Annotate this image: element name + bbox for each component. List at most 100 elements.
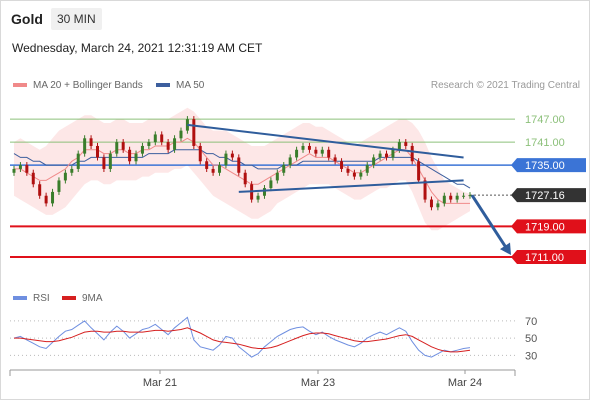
legend-ma20-swatch — [13, 83, 27, 88]
candle-body-53 — [352, 172, 356, 177]
chart-datetime: Wednesday, March 24, 2021 12:31:19 AM CE… — [12, 41, 263, 55]
candle-body-24 — [166, 142, 170, 150]
legend-ma20: MA 20 + Bollinger Bands — [13, 80, 143, 91]
legend-9ma-label: 9MA — [82, 293, 103, 304]
research-credit: Research © 2021 Trading Central — [430, 80, 580, 91]
candle-body-66 — [436, 203, 440, 208]
candle-body-42 — [282, 165, 286, 173]
rsi-line — [13, 316, 471, 358]
candle-body-71 — [468, 195, 472, 197]
legend-9ma: 9MA — [62, 293, 103, 304]
candle-body-20 — [140, 145, 144, 154]
candle-body-17 — [121, 142, 125, 150]
trendline-1 — [238, 179, 464, 193]
candle-body-1 — [18, 165, 22, 169]
bollinger-bands — [14, 107, 470, 231]
candle-body-44 — [295, 149, 299, 158]
candle-body-18 — [128, 149, 132, 162]
candle-body-62 — [410, 145, 414, 162]
candle-body-21 — [147, 142, 151, 146]
candle-body-60 — [397, 142, 401, 150]
level-label-0: 1747.00 — [525, 114, 565, 126]
candle-body-28 — [192, 119, 196, 146]
candle-body-34 — [230, 153, 234, 158]
level-badge-bg-4 — [511, 219, 586, 234]
candle-body-16 — [115, 142, 119, 154]
legend-rsi: RSI — [13, 293, 50, 304]
trendline-0 — [187, 123, 464, 159]
candle-body-55 — [365, 165, 369, 173]
candle-body-0 — [12, 168, 16, 173]
candle-body-11 — [83, 138, 87, 154]
candle-body-51 — [340, 161, 344, 169]
candle-body-26 — [179, 130, 183, 139]
candle-body-35 — [237, 157, 241, 173]
forecast-arrow-head — [499, 242, 511, 256]
level-badge-bg-2 — [511, 158, 586, 173]
candle-body-39 — [262, 188, 266, 196]
candle-body-65 — [429, 199, 433, 208]
candle-body-48 — [320, 149, 324, 154]
candle-body-69 — [455, 195, 459, 200]
candle-body-49 — [327, 149, 331, 158]
rsi-ma9-line — [14, 327, 471, 353]
symbol-title: Gold — [11, 11, 43, 27]
candle-body-43 — [288, 157, 292, 166]
candle-body-7 — [57, 180, 61, 192]
candle-body-61 — [404, 142, 408, 146]
x-tick-label-2: Mar 24 — [448, 377, 482, 389]
candle-body-67 — [442, 195, 446, 204]
x-axis: Mar 21 Mar 23 Mar 24 — [9, 369, 516, 389]
legend-ma50-label: MA 50 — [176, 80, 205, 91]
level-labels: 1747.00 1741.00 1735.00 1727.16 1719.00 1711.… — [511, 114, 586, 265]
candle-body-68 — [449, 195, 453, 200]
bollinger-band-fill — [14, 107, 470, 231]
candle-body-50 — [333, 157, 337, 162]
candle-body-22 — [153, 134, 157, 143]
candle-body-29 — [198, 145, 202, 162]
candle-body-46 — [307, 145, 311, 150]
candle-body-19 — [134, 153, 138, 162]
candle-body-52 — [346, 168, 350, 173]
candle-body-15 — [108, 153, 112, 169]
legend-9ma-swatch — [62, 296, 76, 301]
candle-body-54 — [359, 172, 363, 177]
forecast-arrow — [470, 194, 511, 256]
x-tick-label-0: Mar 21 — [143, 377, 177, 389]
candle-body-59 — [391, 149, 395, 158]
candle-body-5 — [44, 195, 48, 204]
candle-body-9 — [70, 168, 74, 173]
candle-body-40 — [269, 180, 273, 189]
candle-body-6 — [51, 191, 55, 204]
level-label-5: 1711.00 — [525, 252, 564, 264]
timeframe-badge[interactable]: 30 MIN — [51, 8, 102, 30]
rsi-panel: 30 50 70 — [10, 316, 537, 362]
legend-ma50-swatch — [156, 83, 170, 88]
candle-body-25 — [173, 138, 177, 150]
candle-body-8 — [63, 172, 67, 181]
candle-body-57 — [378, 153, 382, 158]
candle-body-13 — [95, 145, 99, 158]
candle-body-23 — [160, 134, 164, 143]
candle-body-30 — [205, 161, 209, 169]
forecast-arrow-shaft — [470, 194, 509, 250]
candle-body-56 — [372, 157, 376, 166]
rsi-tick-1: 50 — [525, 333, 537, 345]
candle-body-45 — [301, 145, 305, 150]
level-label-1: 1741.00 — [525, 137, 565, 149]
candle-body-41 — [275, 172, 279, 181]
rsi-tick-2: 70 — [525, 316, 537, 328]
candle-body-64 — [423, 180, 427, 200]
candle-body-3 — [31, 172, 35, 185]
candle-body-70 — [462, 195, 466, 197]
rsi-tick-0: 30 — [525, 350, 537, 362]
legend-ma20-label: MA 20 + Bollinger Bands — [33, 80, 143, 91]
candle-body-63 — [417, 161, 421, 181]
candle-body-12 — [89, 138, 93, 146]
level-badge-bg-3 — [511, 188, 586, 203]
legend-rsi-swatch — [13, 296, 27, 301]
candle-body-47 — [314, 149, 318, 154]
level-label-4: 1719.00 — [525, 221, 565, 233]
candle-body-31 — [211, 168, 215, 173]
